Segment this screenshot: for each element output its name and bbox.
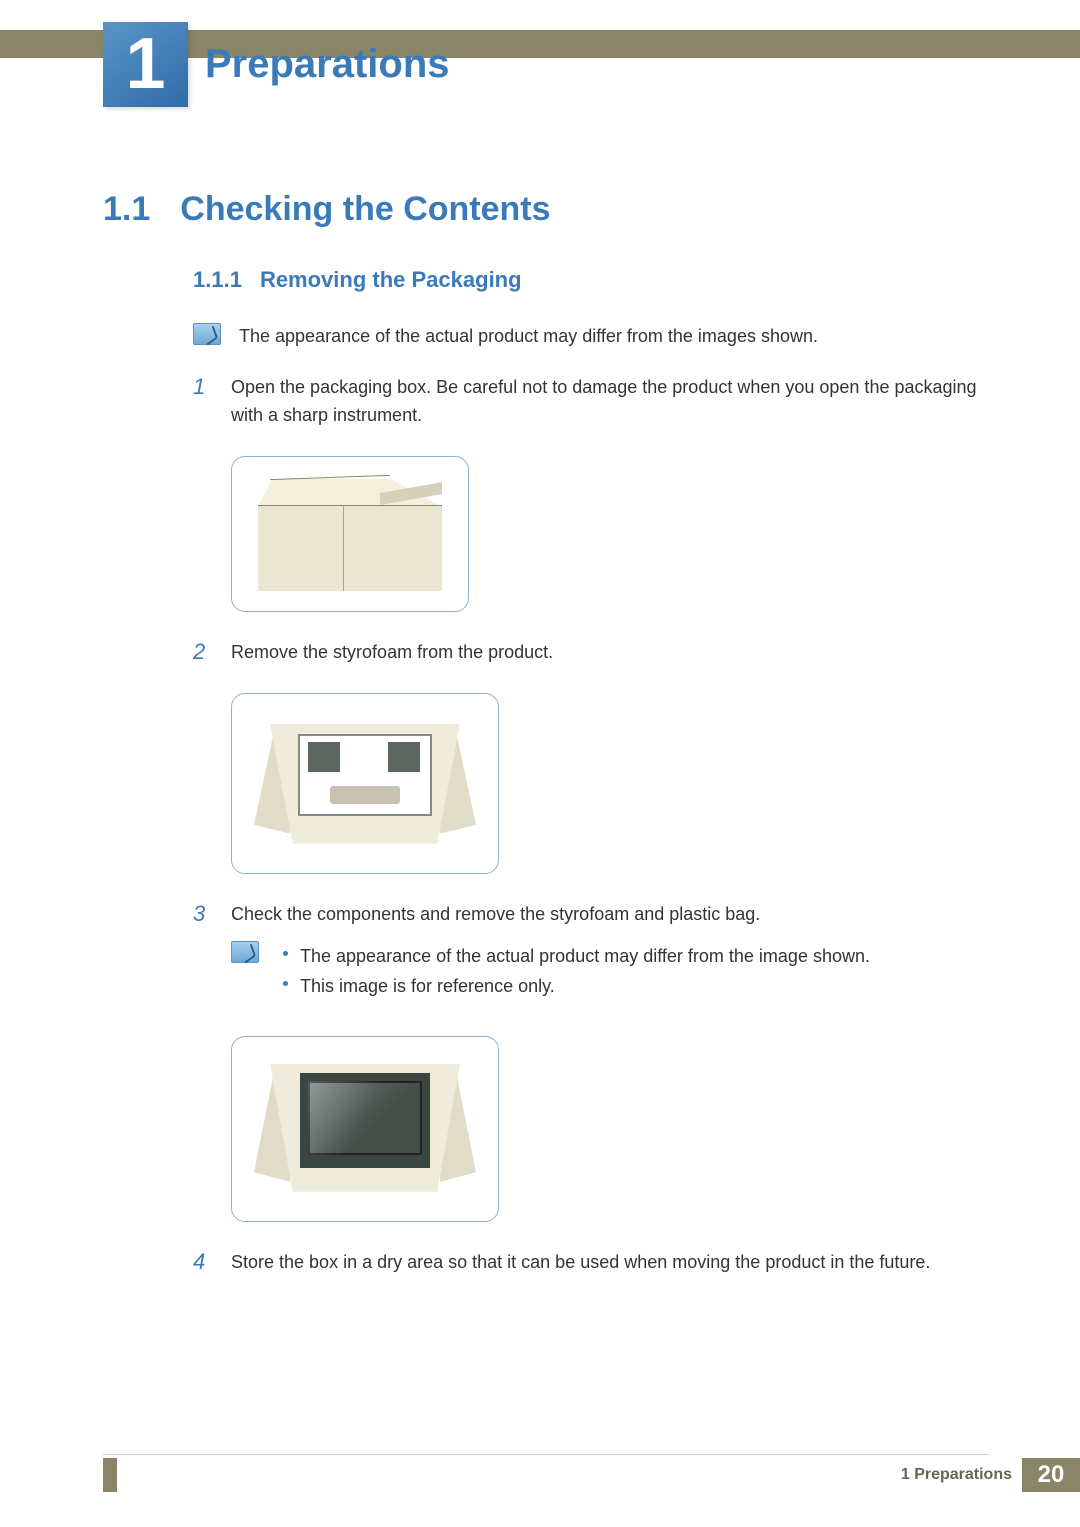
- subsection-number: 1.1.1: [193, 267, 242, 293]
- section-number: 1.1: [103, 190, 150, 229]
- step-sub-note: The appearance of the actual product may…: [231, 941, 990, 1002]
- footer-chapter-number: 1: [901, 1466, 910, 1483]
- step: 3 Check the components and remove the st…: [193, 901, 990, 929]
- step-text: Check the components and remove the styr…: [231, 901, 760, 929]
- illustration-monitor: [250, 1049, 480, 1209]
- note-icon: [231, 941, 259, 963]
- subsection-heading: 1.1.1 Removing the Packaging: [193, 267, 990, 293]
- step-text: Open the packaging box. Be careful not t…: [231, 374, 990, 430]
- subsection-title: Removing the Packaging: [260, 267, 522, 293]
- note: The appearance of the actual product may…: [193, 323, 990, 350]
- page-footer: 1 Preparations 20: [103, 1458, 1080, 1492]
- figure-monitor: [231, 1036, 499, 1222]
- page-content: 1.1 Checking the Contents 1.1.1 Removing…: [103, 190, 990, 1289]
- illustration-box: [250, 469, 450, 599]
- bullet-dot-icon: [283, 951, 288, 956]
- step-number: 2: [193, 639, 213, 667]
- note-text: The appearance of the actual product may…: [239, 323, 818, 350]
- bullet-item: The appearance of the actual product may…: [283, 941, 870, 972]
- step-number: 1: [193, 374, 213, 430]
- figure-styrofoam: [231, 693, 499, 874]
- figure-box: [231, 456, 469, 612]
- footer-divider: [103, 1454, 990, 1455]
- section-title: Checking the Contents: [180, 190, 550, 229]
- footer-chapter-title: Preparations: [914, 1466, 1012, 1483]
- page-header: 1 Preparations: [0, 0, 1080, 105]
- step-text: Remove the styrofoam from the product.: [231, 639, 553, 667]
- bullet-item: This image is for reference only.: [283, 971, 870, 1002]
- step-number: 4: [193, 1249, 213, 1277]
- bullet-dot-icon: [283, 981, 288, 986]
- step-number: 3: [193, 901, 213, 929]
- bullet-text: The appearance of the actual product may…: [300, 941, 870, 972]
- footer-tab: [103, 1458, 117, 1492]
- illustration-styrofoam: [250, 706, 480, 861]
- step-text: Store the box in a dry area so that it c…: [231, 1249, 930, 1277]
- chapter-title: Preparations: [205, 42, 450, 87]
- step: 4 Store the box in a dry area so that it…: [193, 1249, 990, 1277]
- chapter-number-box: 1: [103, 22, 188, 107]
- step: 2 Remove the styrofoam from the product.: [193, 639, 990, 667]
- note-icon: [193, 323, 221, 345]
- footer-page-number: 20: [1022, 1458, 1080, 1492]
- bullet-text: This image is for reference only.: [300, 971, 555, 1002]
- section-heading: 1.1 Checking the Contents: [103, 190, 990, 229]
- step: 1 Open the packaging box. Be careful not…: [193, 374, 990, 430]
- footer-chapter-label: 1 Preparations: [901, 1458, 1012, 1492]
